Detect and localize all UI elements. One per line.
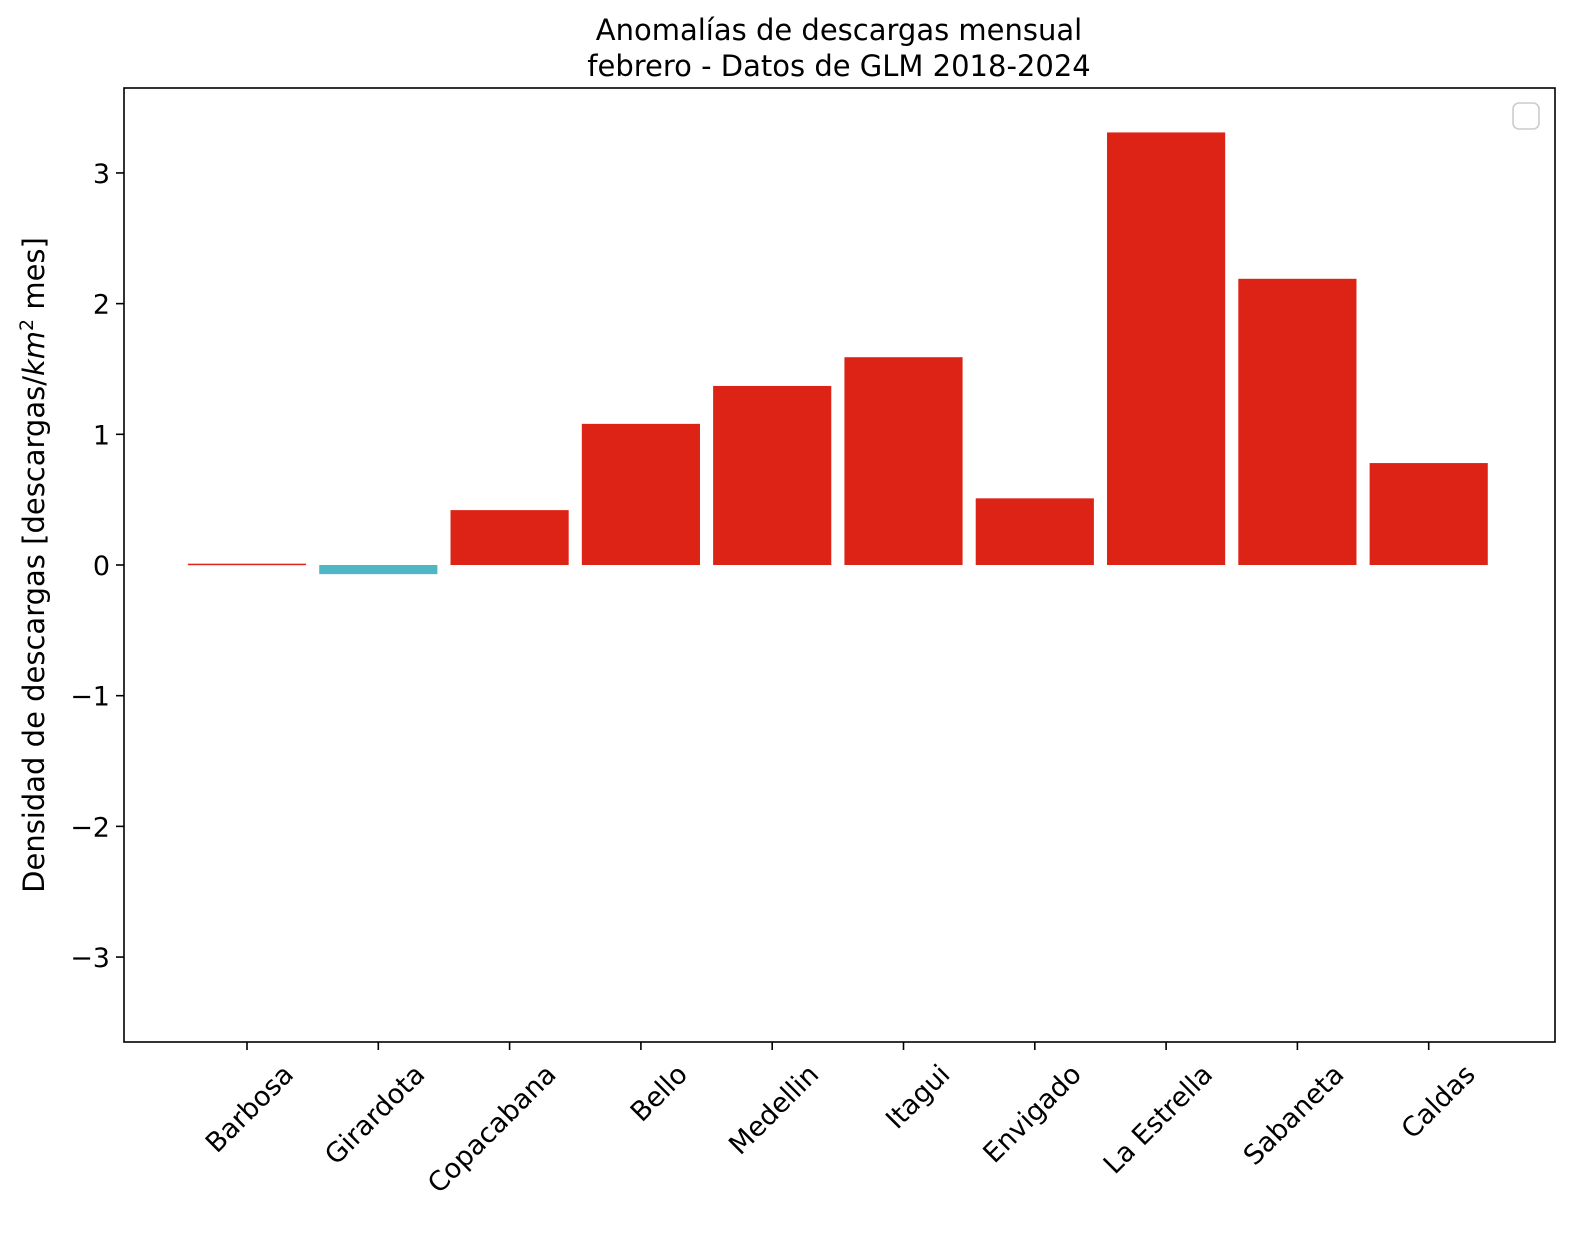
chart-title-line-1: Anomalías de descargas mensual xyxy=(596,13,1082,47)
y-tick-label: 0 xyxy=(93,551,110,582)
x-tick-label: Itagui xyxy=(880,1059,956,1135)
bar-itagui xyxy=(844,357,963,565)
bar-girardota xyxy=(319,565,438,575)
y-tick-label: −1 xyxy=(70,682,110,713)
y-axis-label-suffix: mes] xyxy=(17,237,51,319)
bar-copacabana xyxy=(450,510,569,565)
x-tick-label: Girardota xyxy=(319,1059,431,1171)
bar-sabaneta xyxy=(1238,278,1357,565)
y-axis-label-prefix: Densidad de descargas [descargas/ xyxy=(17,376,51,893)
bar-barbosa xyxy=(187,563,307,566)
x-tick-label: Medellin xyxy=(723,1059,825,1161)
bar-caldas xyxy=(1369,463,1488,565)
x-tick-label: Copacabana xyxy=(422,1059,563,1200)
x-tick-label: Envigado xyxy=(977,1059,1087,1169)
y-tick-label: 1 xyxy=(93,420,110,451)
bar-envigado xyxy=(975,498,1094,565)
plot-frame xyxy=(123,87,1556,1043)
x-tick-label: Sabaneta xyxy=(1238,1059,1351,1172)
y-axis-ticks: −3 −2 −1 0 1 2 3 xyxy=(70,159,124,974)
bar-bello xyxy=(581,423,700,565)
bar-la-estrella xyxy=(1107,132,1226,566)
x-tick-label: Barbosa xyxy=(200,1059,300,1159)
y-tick-label: 2 xyxy=(93,290,110,321)
y-tick-label: −3 xyxy=(70,943,110,974)
y-axis-label-unit-base: km xyxy=(17,331,51,376)
x-tick-label: Bello xyxy=(625,1059,694,1128)
bars-group xyxy=(187,132,1488,575)
y-axis-label: Densidad de descargas [descargas/km2 mes… xyxy=(16,237,51,893)
x-tick-label: Caldas xyxy=(1396,1059,1482,1145)
y-axis-label-unit-exp: 2 xyxy=(16,319,38,331)
y-tick-label: 3 xyxy=(93,159,110,190)
legend-box xyxy=(1512,102,1540,130)
bar-medellin xyxy=(713,385,832,565)
x-tick-label: La Estrella xyxy=(1098,1059,1219,1180)
y-tick-label: −2 xyxy=(70,812,110,843)
chart-title-line-2: febrero - Datos de GLM 2018-2024 xyxy=(587,49,1090,83)
